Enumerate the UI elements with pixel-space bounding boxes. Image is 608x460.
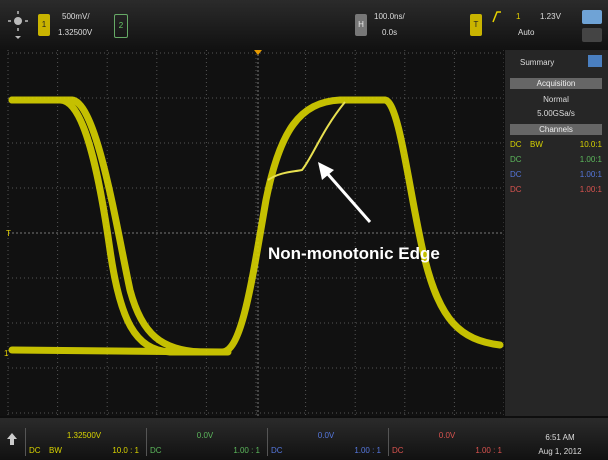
channel-coupling: DC [392,446,404,455]
channel-coupling: DC [271,446,283,455]
trigger-marker: T [6,229,11,238]
channel-probe: 1.00:1 [560,170,602,179]
channel-bw: BW [530,140,543,149]
ch1-scale: 500mV/ [62,12,90,21]
trigger-level: 1.23V [540,12,561,21]
trigger-button[interactable]: T [470,14,482,36]
channel-offset: 0.0V [146,431,264,440]
top-bar [0,0,608,50]
acquisition-header: Acquisition [510,78,602,89]
clock-date: Aug 1, 2012 [520,447,600,456]
channel-coupling: DC [510,185,522,194]
channel-offset: 0.0V [267,431,385,440]
channel-probe: 1.00 : 1 [448,446,502,455]
channel-probe: 1.00:1 [560,185,602,194]
horizontal-button[interactable]: H [355,14,367,36]
ch1-marker: 1 [4,349,9,358]
channel-probe: 1.00:1 [560,155,602,164]
channel-bw: BW [49,446,62,455]
oscilloscope-screen: 1 500mV/ 1.32500V 2 H 100.0ns/ 0.0s T 1 … [0,0,608,460]
menu-icon[interactable] [6,10,30,40]
channels-header: Channels [510,124,602,135]
ch1-offset: 1.32500V [58,28,92,37]
ch2-button[interactable]: 2 [114,14,128,38]
trigger-edge-icon [492,10,502,24]
clock-time: 6:51 AM [520,433,600,442]
time-scale: 100.0ns/ [374,12,405,21]
up-arrow[interactable] [6,432,18,446]
channel-offset: 1.32500V [25,431,143,440]
panel-button[interactable] [582,10,602,24]
channel-coupling: DC [510,140,522,149]
panel-button[interactable] [582,28,602,42]
sidebar [505,50,608,416]
channel-probe: 1.00 : 1 [206,446,260,455]
trigger-source: 1 [516,12,520,21]
sidebar-icon[interactable] [588,55,602,67]
channel-probe: 10.0:1 [560,140,602,149]
acquisition-mode: Normal [510,95,602,104]
channel-coupling: DC [150,446,162,455]
time-delay: 0.0s [382,28,397,37]
ch1-button[interactable]: 1 [38,14,50,36]
sample-rate: 5.00GSa/s [510,109,602,118]
channel-probe: 1.00 : 1 [327,446,381,455]
trigger-mode: Auto [518,28,534,37]
channel-offset: 0.0V [388,431,506,440]
channel-coupling: DC [29,446,41,455]
annotation: Non-monotonic Edge [268,244,440,263]
channel-coupling: DC [510,170,522,179]
channel-probe: 10.0 : 1 [85,446,139,455]
waveform-display: T 1 Non-monotonic Edge [0,50,504,416]
channel-coupling: DC [510,155,522,164]
sidebar-tab[interactable]: Summary [520,58,554,67]
